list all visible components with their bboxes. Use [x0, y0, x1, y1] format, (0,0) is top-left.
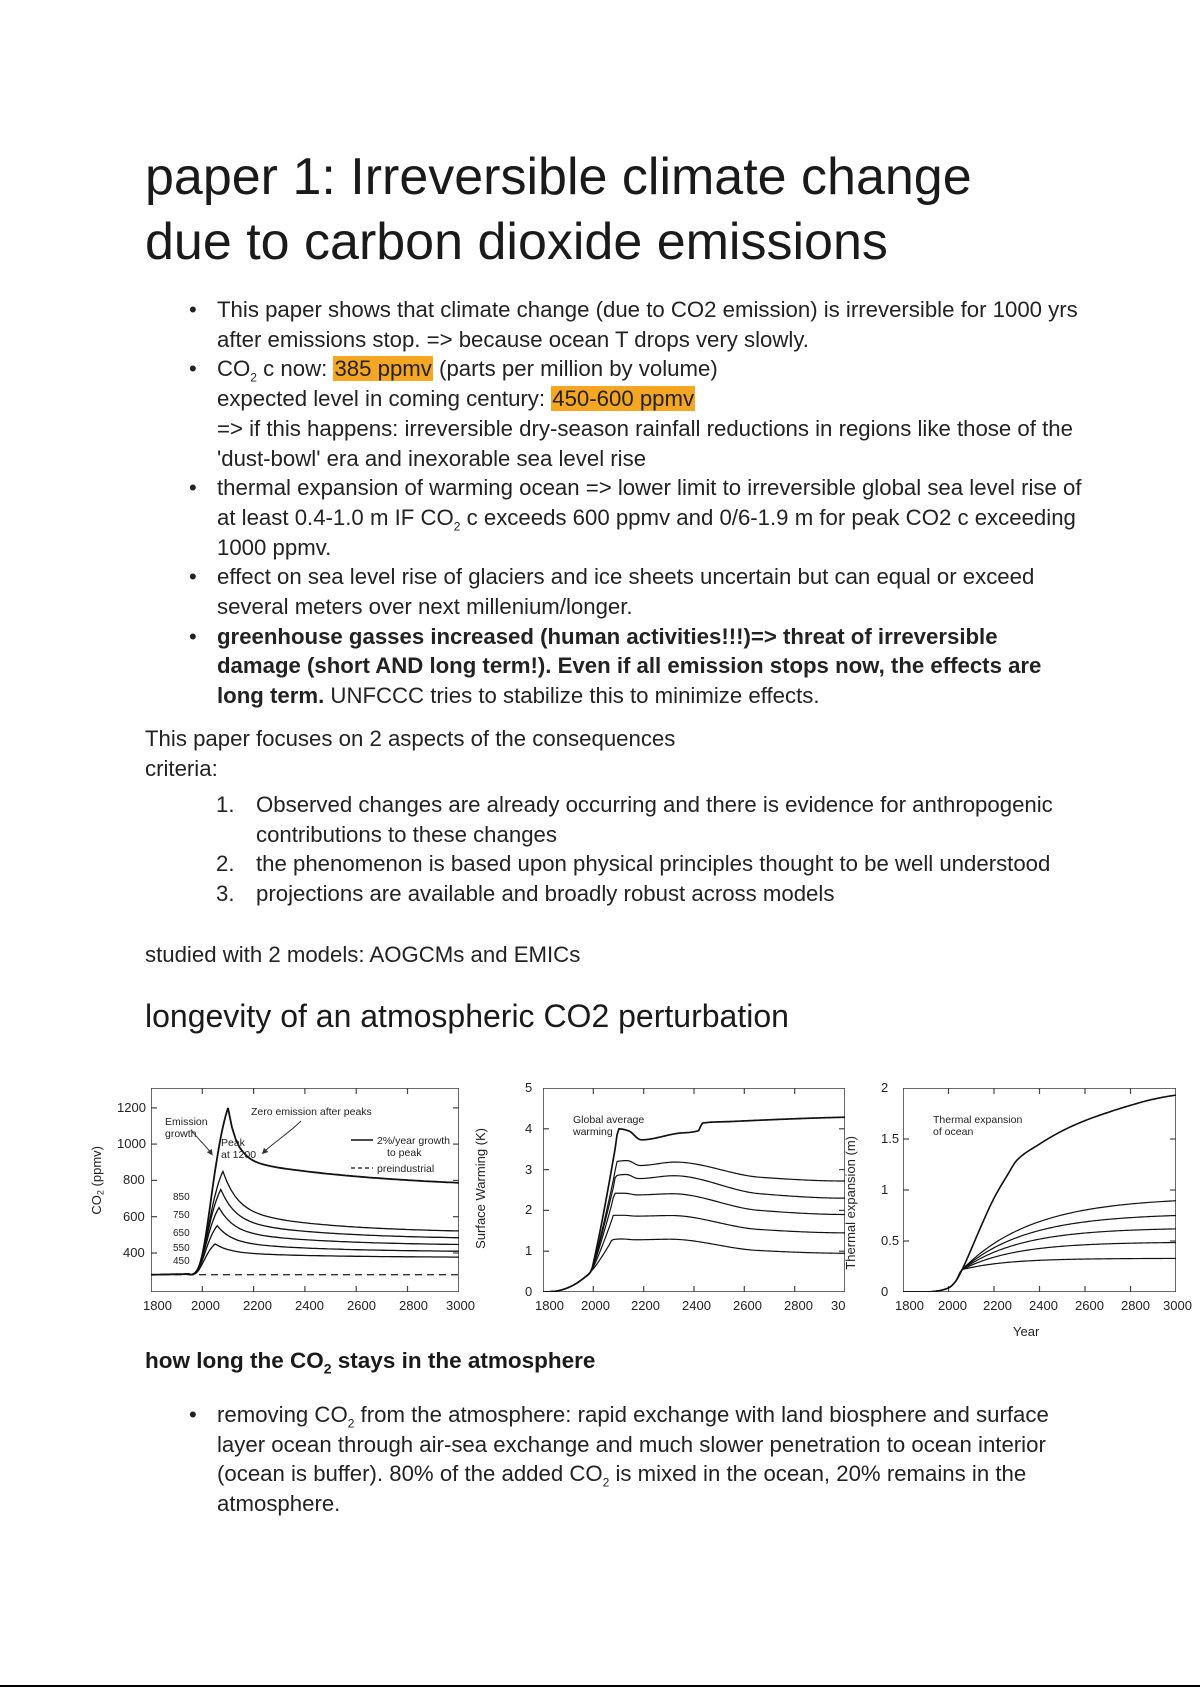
svg-text:650: 650: [173, 1228, 190, 1239]
svg-text:preindustrial: preindustrial: [377, 1163, 434, 1175]
svg-text:850: 850: [173, 1192, 190, 1203]
svg-text:2%/year growth: 2%/year growth: [377, 1135, 450, 1147]
svg-text:to peak: to peak: [387, 1147, 422, 1159]
svg-text:550: 550: [173, 1243, 190, 1254]
svg-text:Emission: Emission: [165, 1116, 208, 1128]
svg-text:450: 450: [173, 1256, 190, 1267]
svg-text:Peak: Peak: [221, 1137, 246, 1149]
svg-text:growth: growth: [165, 1128, 197, 1140]
svg-text:of ocean: of ocean: [933, 1126, 973, 1138]
svg-text:Thermal expansion: Thermal expansion: [933, 1114, 1022, 1126]
svg-text:Zero emission after peaks: Zero emission after peaks: [251, 1106, 372, 1118]
svg-text:warming: warming: [572, 1126, 613, 1138]
svg-text:750: 750: [173, 1210, 190, 1221]
svg-text:at 1200: at 1200: [221, 1149, 256, 1161]
svg-text:Global average: Global average: [573, 1114, 644, 1126]
